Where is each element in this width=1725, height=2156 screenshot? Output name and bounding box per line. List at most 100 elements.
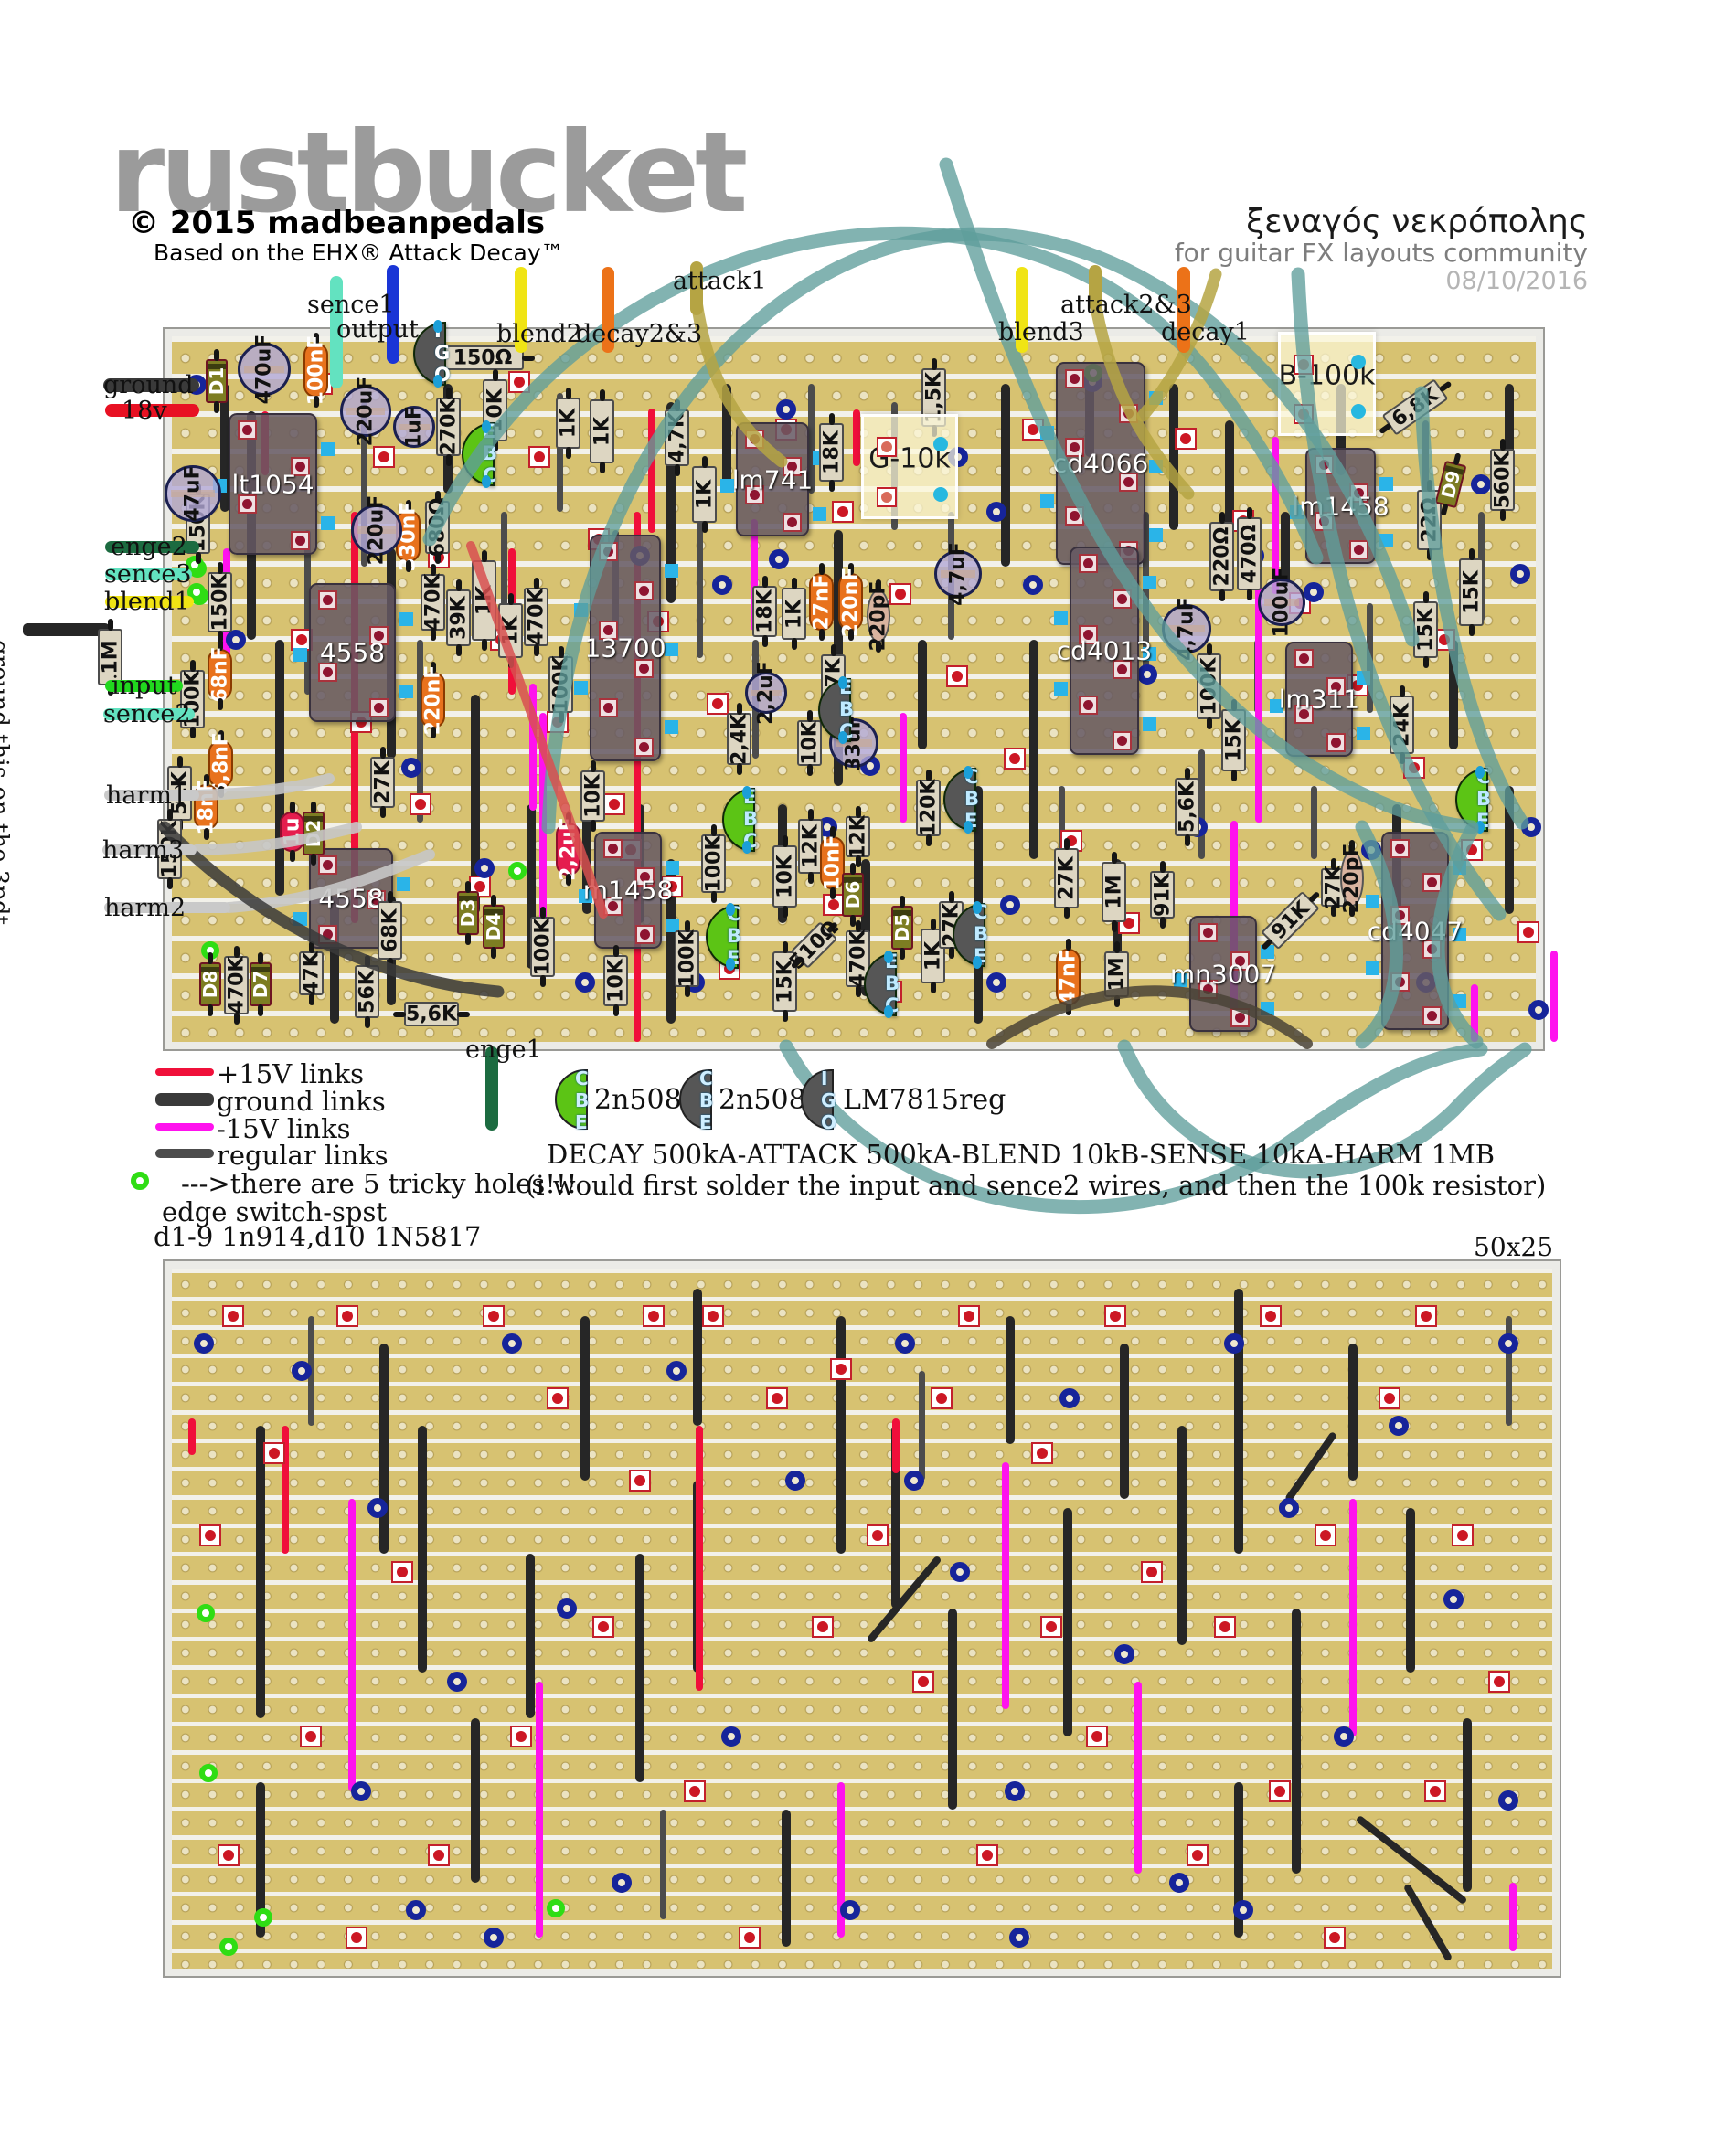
resistor-5,6K: 5,6K	[393, 1002, 470, 1026]
component-label: 68nF	[208, 646, 231, 703]
circuit-link	[1002, 1462, 1009, 1709]
bead	[1389, 1416, 1409, 1436]
film-cap-220nF: 220nF	[838, 563, 863, 641]
circuit-link	[1029, 640, 1038, 859]
solder-pad	[643, 1305, 665, 1327]
pot-lug-pad	[877, 437, 897, 457]
component-label: 5,6K	[1176, 781, 1198, 834]
solder-pad	[510, 1726, 532, 1747]
resistor-10K: 10K	[603, 945, 628, 1016]
strip-cut-marker	[666, 861, 679, 875]
component-label: 5,6K	[405, 1003, 458, 1025]
pot-lug-hole	[933, 487, 948, 502]
based-on-line: Based on the EHX® Attack Decay™	[154, 239, 564, 266]
ic-label: 13700	[584, 632, 666, 664]
solder-note: (i would first solder the input and senc…	[526, 1170, 1547, 1201]
tricky-hole-ring	[219, 1938, 238, 1956]
solder-pad	[222, 1305, 244, 1327]
solder-pad	[832, 501, 854, 523]
circuit-link	[1234, 1782, 1243, 1938]
bead	[575, 972, 595, 993]
solder-pad	[661, 876, 683, 897]
component-label: 220nF	[839, 567, 862, 637]
ic-chip: cd4013	[1054, 547, 1156, 755]
circuit-link	[919, 1371, 925, 1481]
solder-pad	[263, 1442, 285, 1464]
transistor-legend-lm7815: I G O	[801, 1067, 836, 1133]
pin-label: I	[821, 1067, 828, 1089]
solder-pad	[1403, 757, 1425, 779]
solder-pad	[391, 1561, 413, 1583]
resistor-12K: 12K	[846, 806, 870, 867]
solder-pad	[346, 1927, 367, 1949]
ic-pin-pad	[1422, 872, 1442, 892]
diode-D4: D4	[483, 895, 505, 959]
ic-label: cd4047	[1367, 916, 1464, 946]
wire-ground	[103, 378, 199, 392]
strip-cut-marker	[1143, 576, 1156, 589]
strip-cut-marker	[1174, 973, 1187, 987]
component-label: D3	[457, 898, 479, 928]
bead	[1000, 895, 1020, 915]
circuit-link	[782, 1810, 791, 1947]
bead	[1169, 1873, 1189, 1893]
circuit-link	[188, 1418, 196, 1455]
bead	[194, 1333, 214, 1354]
component-label: D2	[303, 819, 325, 848]
solder-pad	[912, 1671, 934, 1693]
circuit-link	[900, 713, 907, 823]
circuit-link	[892, 1418, 900, 1473]
component-label: 91K	[1151, 873, 1174, 917]
component-label: 27K	[371, 760, 394, 804]
tricky-hole-ring	[197, 1604, 215, 1622]
ic-pin-pad	[369, 698, 389, 717]
pot-lug-hole	[1351, 355, 1366, 369]
circuit-link	[918, 640, 927, 749]
circuit-link	[722, 384, 731, 484]
diode-D6: D6	[842, 863, 864, 927]
strip-cut-marker	[1149, 528, 1163, 543]
ic-label: cd4013	[1056, 635, 1153, 666]
bead	[1498, 1333, 1518, 1354]
solder-pad	[931, 1387, 953, 1409]
solder-pad	[1324, 1927, 1346, 1949]
circuit-link	[1505, 786, 1514, 914]
circuit-link	[666, 859, 676, 1024]
circuit-link	[853, 409, 860, 466]
pot-B-100k: B-100k	[1278, 332, 1376, 436]
pin-label: B	[885, 972, 900, 994]
circuit-link	[471, 1718, 480, 1883]
resistor-1K: 1K	[590, 389, 614, 473]
resistor-1M: 1M	[1104, 941, 1129, 1007]
circuit-link	[1550, 951, 1558, 1042]
component-label: 1K	[693, 479, 716, 510]
pin-label: B	[974, 923, 989, 945]
circuit-link	[1449, 640, 1458, 749]
solder-pad	[1415, 1305, 1437, 1327]
wire-label-decay1: decay1	[1161, 318, 1250, 346]
ic-pin-pad	[1315, 455, 1334, 474]
circuit-link	[348, 1499, 356, 1791]
resistor-91K: 91K	[1150, 861, 1175, 929]
resistor-47K: 47K	[299, 941, 324, 1005]
resistor-1K: 1K	[921, 919, 945, 993]
strip-cut-marker	[397, 877, 410, 891]
circuit-link	[275, 640, 284, 896]
resistor-1K: 1K	[782, 578, 806, 650]
bead	[1443, 1589, 1464, 1609]
circuit-link	[1198, 749, 1205, 859]
ic-pin-pad	[599, 542, 618, 561]
film-cap-220nF: 220nF	[421, 662, 445, 738]
bead	[447, 1672, 467, 1692]
circuit-link	[529, 684, 537, 811]
solder-pad	[508, 371, 530, 393]
wire-label-attack1: attack1	[673, 267, 767, 295]
component-label: 100uF	[1270, 567, 1294, 638]
component-label: 4,7uF	[946, 542, 970, 606]
electrolytic-cap-220uF: 220uF	[351, 495, 402, 565]
wire-label-sence2: sence2	[103, 700, 191, 728]
ic-chip: mn3007	[1170, 916, 1276, 1032]
ic-pin-pad	[745, 430, 764, 449]
wire-blend1	[105, 596, 194, 608]
circuit-link	[1134, 1682, 1142, 1874]
